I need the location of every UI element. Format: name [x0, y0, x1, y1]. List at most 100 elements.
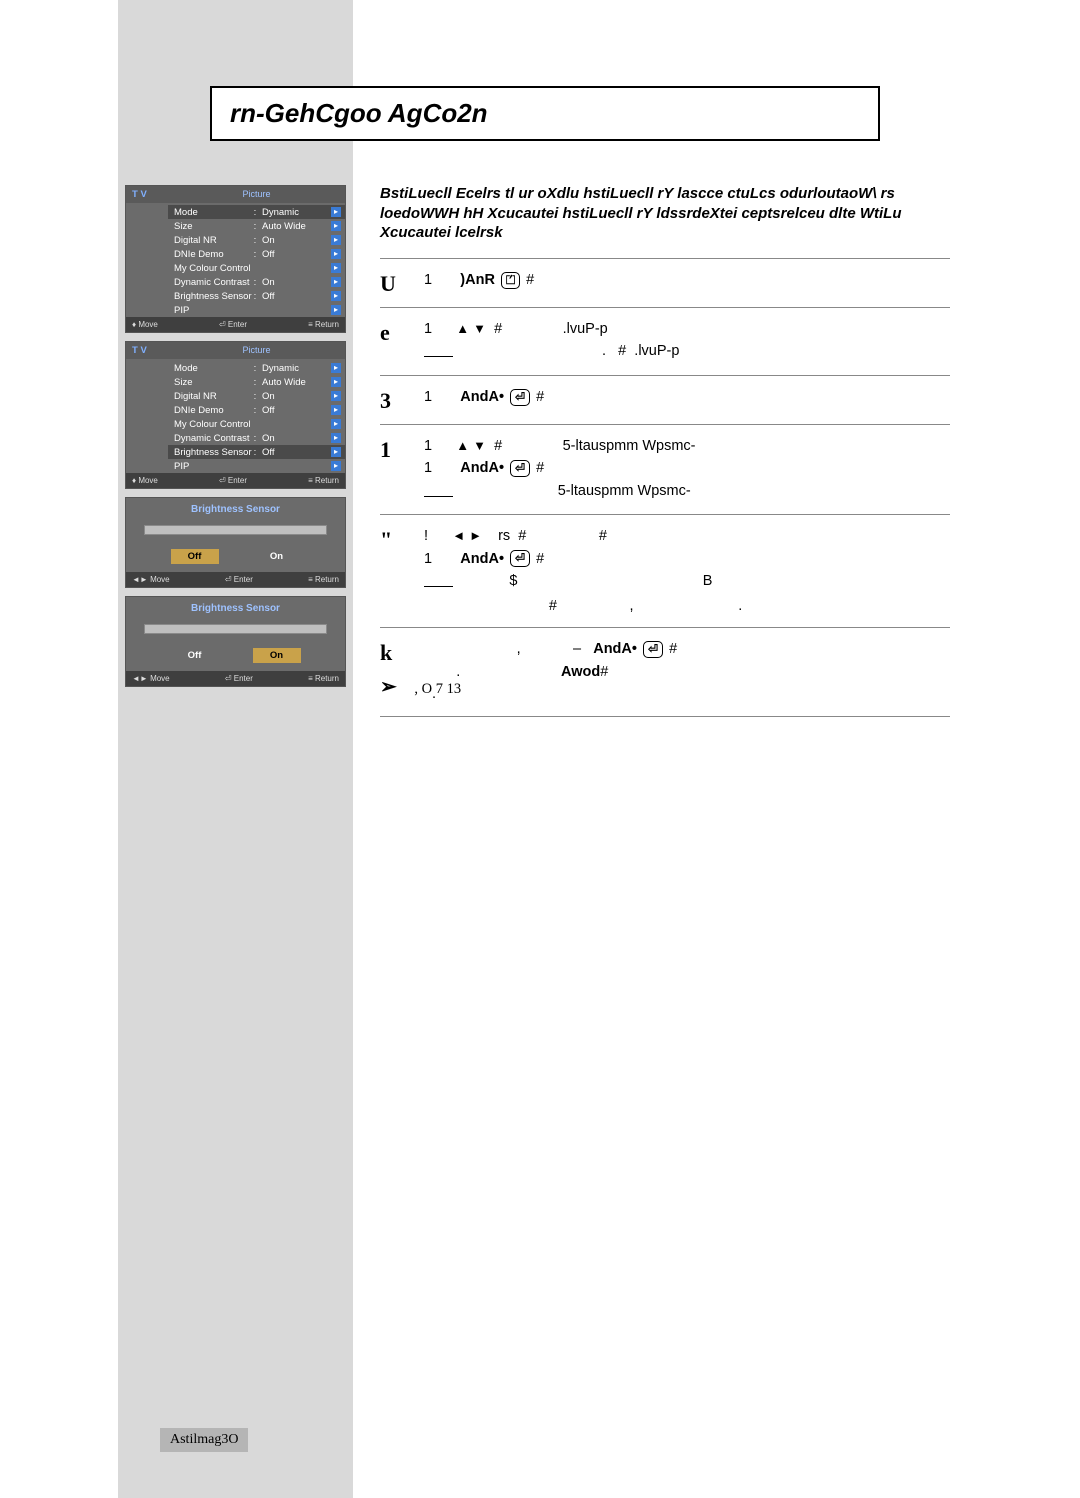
osd-nav-bar: ◄► Move ⏎ Enter ≡ Return [126, 572, 345, 587]
chevron-icon: ➢ [380, 676, 411, 698]
osd-tv-label: T V [126, 342, 168, 359]
manual-page: T V Picture Mode:Dynamic Size:Auto Wide … [0, 0, 1080, 1498]
left-sidebar: T V Picture Mode:Dynamic Size:Auto Wide … [118, 0, 353, 1498]
osd-row: Digital NR:On [168, 233, 345, 247]
nav-move: ◄► Move [132, 575, 170, 584]
nav-return: ≡ Return [308, 320, 339, 329]
osd-row: Brightness Sensor:Off [168, 445, 345, 459]
down-arrow-icon: ► [469, 528, 482, 543]
step-body: ! ◄ ► rs # #1 AndA• ⏎ # $ B # , [424, 525, 950, 617]
osd-rows: Mode:Dynamic Size:Auto Wide Digital NR:O… [126, 203, 345, 317]
osd-row: Mode:Dynamic [168, 205, 345, 219]
down-arrow-icon: ▼ [473, 321, 486, 336]
step-number: e [380, 318, 410, 365]
remote-button-label: )AnR [460, 272, 495, 288]
step: 3 1 AndA• ⏎ # [380, 375, 950, 424]
on-option: On [253, 648, 301, 663]
step-number: U [380, 269, 410, 297]
footnote: ➢ , O 7 13 [380, 674, 950, 699]
intro-text: BstiLuecll Ecelrs tl ur oXdlu hstiLuecll… [380, 184, 950, 243]
remote-button-label: AndA• [460, 389, 504, 405]
osd-row: DNIe Demo:Off [168, 403, 345, 417]
remote-button-label: AndA• [460, 460, 504, 476]
step: k , – AndA• ⏎ # . Awod# . [380, 627, 950, 716]
step-number: " [380, 525, 410, 617]
chevron-right-icon [331, 391, 341, 401]
nav-enter: ⏎ Enter [225, 575, 253, 584]
osd-brightness-sensor-on: Brightness Sensor Off On ◄► Move ⏎ Enter… [125, 596, 346, 687]
chevron-right-icon [331, 207, 341, 217]
osd-nav-bar: ◄► Move ⏎ Enter ≡ Return [126, 671, 345, 686]
enter-icon: ⏎ [510, 389, 530, 406]
step: "! ◄ ► rs # #1 AndA• ⏎ # $ B # , [380, 514, 950, 627]
nav-return: ≡ Return [308, 575, 339, 584]
enter-icon: ⏎ [510, 550, 530, 567]
result-text [424, 340, 453, 364]
osd-row: Size:Auto Wide [168, 219, 345, 233]
osd-brightness-sensor-off: Brightness Sensor Off On ◄► Move ⏎ Enter… [125, 497, 346, 588]
progress-bar [144, 624, 327, 634]
osd-row: Digital NR:On [168, 389, 345, 403]
step-number: 1 [380, 435, 410, 504]
nav-return: ≡ Return [308, 476, 339, 485]
osd-row: Brightness Sensor:Off [168, 289, 345, 303]
off-option: Off [171, 648, 219, 663]
nav-enter: ⏎ Enter [225, 674, 253, 683]
nav-return: ≡ Return [308, 674, 339, 683]
osd-row: Size:Auto Wide [168, 375, 345, 389]
chevron-right-icon [331, 249, 341, 259]
osd-picture-menu-2: T V Picture Mode:Dynamic Size:Auto Wide … [125, 341, 346, 489]
step-body: 1 )AnR ⏍ # [424, 269, 950, 297]
step: e 1 ▲ ▼ # .lvuP-p . # .lvuP-p [380, 307, 950, 375]
up-arrow-icon: ▲ [456, 321, 469, 336]
osd-row: Dynamic Contrast:On [168, 275, 345, 289]
chevron-right-icon [331, 433, 341, 443]
page-title: rn-GehCgoo AgCo2n [230, 98, 860, 129]
steps-list: U 1 )AnR ⏍ # e 1 ▲ ▼ # .lvuP-p . # .lvuP-p 3… [380, 258, 950, 717]
osd-header: Picture [168, 186, 345, 203]
enter-icon: ⏎ [510, 460, 530, 477]
down-arrow-icon: ▼ [473, 438, 486, 453]
page-number: Astilmag3O [160, 1428, 248, 1452]
chevron-right-icon [331, 461, 341, 471]
step-number: 3 [380, 386, 410, 414]
osd-nav-bar: ♦ Move ⏎ Enter ≡ Return [126, 317, 345, 332]
up-arrow-icon: ◄ [452, 528, 465, 543]
nav-move: ♦ Move [132, 476, 158, 485]
chevron-right-icon [331, 235, 341, 245]
osd-row: My Colour Control [168, 417, 345, 431]
chevron-right-icon [331, 405, 341, 415]
chevron-right-icon [331, 263, 341, 273]
step: 11 ▲ ▼ # 5-ltauspmm Wpsmc-1 AndA• ⏎ # 5-… [380, 424, 950, 514]
nav-move: ♦ Move [132, 320, 158, 329]
progress-bar [144, 525, 327, 535]
osd-row: Mode:Dynamic [168, 361, 345, 375]
remote-button-label: AndA• [593, 641, 637, 657]
osd-row: DNIe Demo:Off [168, 247, 345, 261]
remote-button-label: AndA• [460, 551, 504, 567]
sensor-title: Brightness Sensor [126, 597, 345, 618]
osd-row: PIP [168, 459, 345, 473]
nav-enter: ⏎ Enter [219, 476, 247, 485]
chevron-right-icon [331, 291, 341, 301]
osd-tv-label: T V [126, 186, 168, 203]
chevron-right-icon [331, 221, 341, 231]
osd-row: My Colour Control [168, 261, 345, 275]
chevron-right-icon [331, 419, 341, 429]
menu-icon: ⏍ [501, 272, 520, 289]
up-arrow-icon: ▲ [456, 438, 469, 453]
chevron-right-icon [331, 447, 341, 457]
page-title-box: rn-GehCgoo AgCo2n [210, 86, 880, 141]
chevron-right-icon [331, 363, 341, 373]
osd-row: PIP [168, 303, 345, 317]
step-body: 1 AndA• ⏎ # [424, 386, 950, 414]
chevron-right-icon [331, 377, 341, 387]
chevron-right-icon [331, 277, 341, 287]
chevron-right-icon [331, 305, 341, 315]
sensor-title: Brightness Sensor [126, 498, 345, 519]
enter-icon: ⏎ [643, 641, 663, 658]
result-text [424, 480, 453, 504]
step-body: 1 ▲ ▼ # .lvuP-p . # .lvuP-p [424, 318, 950, 365]
result-text [424, 570, 453, 594]
on-option: On [253, 549, 301, 564]
